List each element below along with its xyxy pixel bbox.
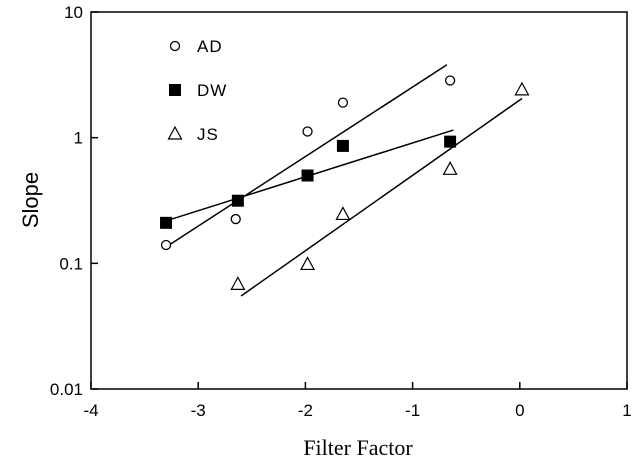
legend-label-dw: DW	[197, 81, 227, 100]
x-tick-label: -2	[298, 401, 313, 420]
data-point-ad	[444, 75, 456, 86]
data-points	[160, 75, 530, 290]
fit-line-ad	[165, 64, 448, 248]
data-point-dw	[336, 139, 349, 152]
legend-label-ad: AD	[197, 37, 223, 56]
x-tick-label: 1	[622, 401, 631, 420]
plot-frame	[90, 11, 628, 390]
legend-label-js: JS	[197, 125, 219, 144]
data-point-ad	[160, 239, 172, 251]
y-tick-label: 0.01	[50, 380, 83, 399]
x-tick-label: 0	[515, 401, 524, 420]
y-axis-label: Slope	[18, 172, 43, 228]
y-tick-label: 0.1	[59, 254, 83, 273]
data-point-js	[442, 161, 458, 175]
axis-ticks: -4 -3 -2 -1 0 1 0.01 0.1 1 10	[50, 3, 632, 420]
x-tick-label: -4	[83, 401, 98, 420]
y-tick-label: 10	[64, 3, 83, 22]
x-tick-label: -3	[191, 401, 206, 420]
data-point-dw	[160, 216, 173, 229]
data-point-js	[230, 276, 246, 290]
legend-marker-dw	[169, 84, 181, 96]
data-point-js	[514, 81, 530, 96]
y-tick-label: 1	[74, 129, 83, 148]
data-point-dw	[301, 169, 314, 182]
data-point-ad	[337, 97, 349, 108]
fit-line-js	[240, 97, 523, 297]
data-point-ad	[230, 213, 241, 225]
data-point-dw	[231, 194, 244, 207]
data-point-js	[300, 256, 316, 271]
data-point-ad	[302, 126, 313, 137]
data-point-js	[335, 206, 351, 221]
x-axis-label: Filter Factor	[303, 435, 413, 460]
data-point-dw	[444, 135, 457, 148]
x-tick-label: -1	[405, 401, 420, 420]
legend-marker-js	[167, 125, 183, 140]
legend-marker-ad	[169, 40, 181, 52]
legend: AD DW JS	[167, 37, 227, 144]
